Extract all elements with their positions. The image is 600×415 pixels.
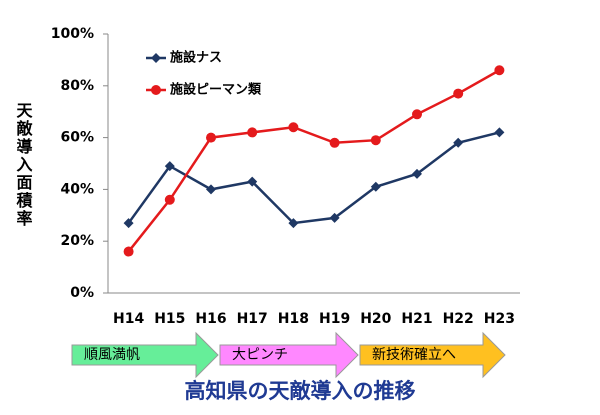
data-point: [288, 218, 299, 229]
data-point: [288, 122, 299, 133]
phase-arrow: [359, 331, 506, 379]
phase-label: 新技術確立へ: [372, 347, 456, 363]
data-point: [453, 88, 464, 99]
data-point: [412, 109, 422, 120]
y-axis-label: 天敵導入面積率: [14, 102, 34, 228]
legend-label: 施設ナス: [170, 50, 222, 66]
x-tick-label: H18: [278, 311, 309, 327]
data-point: [247, 127, 258, 138]
data-point: [370, 181, 381, 192]
data-point: [412, 168, 422, 179]
data-point: [247, 176, 258, 187]
data-point: [164, 161, 175, 172]
data-point: [329, 137, 340, 148]
phase-label: 大ピンチ: [232, 347, 288, 363]
phase-arrow: [71, 331, 219, 379]
series-line: [127, 131, 500, 225]
y-tick-label: 20%: [60, 233, 94, 249]
x-tick-label: H19: [319, 311, 350, 327]
data-point: [206, 184, 216, 195]
legend-marker: [151, 53, 161, 63]
x-tick-label: H22: [443, 311, 474, 327]
data-point: [206, 132, 216, 143]
data-point: [329, 212, 340, 223]
data-point: [494, 127, 505, 138]
chart-title: 高知県の天敵導入の推移: [185, 379, 416, 403]
data-point: [123, 218, 134, 229]
legend-marker: [151, 85, 161, 95]
y-tick-label: 0%: [70, 285, 94, 301]
data-point: [453, 137, 464, 148]
legend-label: 施設ピーマン類: [170, 82, 262, 98]
phase-label: 順風満帆: [84, 347, 140, 363]
x-tick-label: H16: [195, 311, 226, 327]
phase-arrow: [219, 331, 359, 379]
y-tick-label: 80%: [60, 78, 94, 94]
data-point: [494, 65, 505, 76]
y-tick-label: 100%: [51, 26, 94, 42]
x-tick-label: H23: [484, 311, 515, 327]
series-line: [127, 69, 501, 253]
data-point: [123, 246, 134, 257]
x-tick-label: H20: [360, 311, 391, 327]
x-tick-label: H14: [113, 311, 144, 327]
y-tick-label: 40%: [60, 181, 94, 197]
data-point: [164, 194, 175, 205]
x-tick-label: H15: [154, 311, 185, 327]
y-tick-label: 60%: [60, 130, 94, 146]
x-tick-label: H21: [401, 311, 432, 327]
data-point: [370, 135, 381, 146]
x-tick-label: H17: [237, 311, 268, 327]
